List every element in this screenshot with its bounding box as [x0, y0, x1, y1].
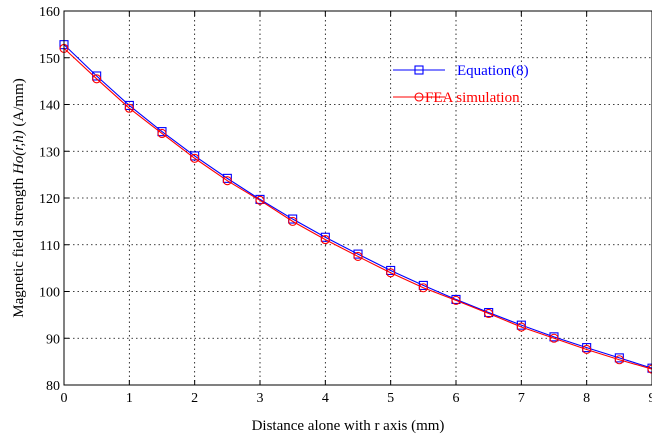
ticks: 0 1 2 3 4 5 6 7 8 9 80 90 100 110 120 130 140 150 160: [39, 5, 652, 406]
x-tick-label: 4: [322, 391, 329, 406]
x-tick-label: 3: [257, 391, 264, 406]
series-line: [64, 45, 652, 369]
y-axis-title-math: Ho(r,h): [11, 130, 27, 175]
y-tick-label: 160: [39, 5, 60, 20]
x-tick-label: 1: [126, 391, 133, 406]
x-tick-label: 5: [387, 391, 394, 406]
legend-item: Equation(8): [393, 63, 529, 79]
y-tick-label: 80: [46, 379, 60, 394]
y-axis-title-suffix: (A/mm): [11, 78, 27, 130]
y-tick-label: 140: [39, 99, 60, 114]
y-axis-title: Magnetic field strength Ho(r,h) (A/mm): [11, 78, 27, 318]
legend-label: Equation(8): [457, 63, 529, 79]
grid: [64, 11, 652, 385]
y-tick-label: 120: [39, 192, 60, 207]
x-tick-label: 0: [61, 391, 68, 406]
x-tick-label: 9: [649, 391, 652, 406]
y-tick-label: 130: [39, 145, 60, 160]
series-line: [64, 48, 652, 369]
x-axis-title: Distance alone with r axis (mm): [252, 418, 445, 434]
legend-label: FEA simulation: [425, 90, 520, 106]
y-tick-label: 150: [39, 52, 60, 67]
x-tick-label: 6: [453, 391, 460, 406]
series-equation-8-: [60, 41, 652, 373]
series-fea-simulation: [60, 44, 652, 373]
y-tick-label: 100: [39, 286, 60, 301]
y-axis-title-prefix: Magnetic field strength: [11, 174, 27, 318]
x-tick-label: 2: [191, 391, 198, 406]
legend: Equation(8) FEA simulation: [393, 63, 529, 106]
x-tick-label: 7: [518, 391, 525, 406]
series-layer: [60, 41, 652, 373]
x-tick-label: 8: [583, 391, 590, 406]
legend-item: FEA simulation: [393, 90, 520, 106]
y-tick-label: 110: [40, 239, 60, 254]
y-tick-label: 90: [46, 332, 60, 347]
